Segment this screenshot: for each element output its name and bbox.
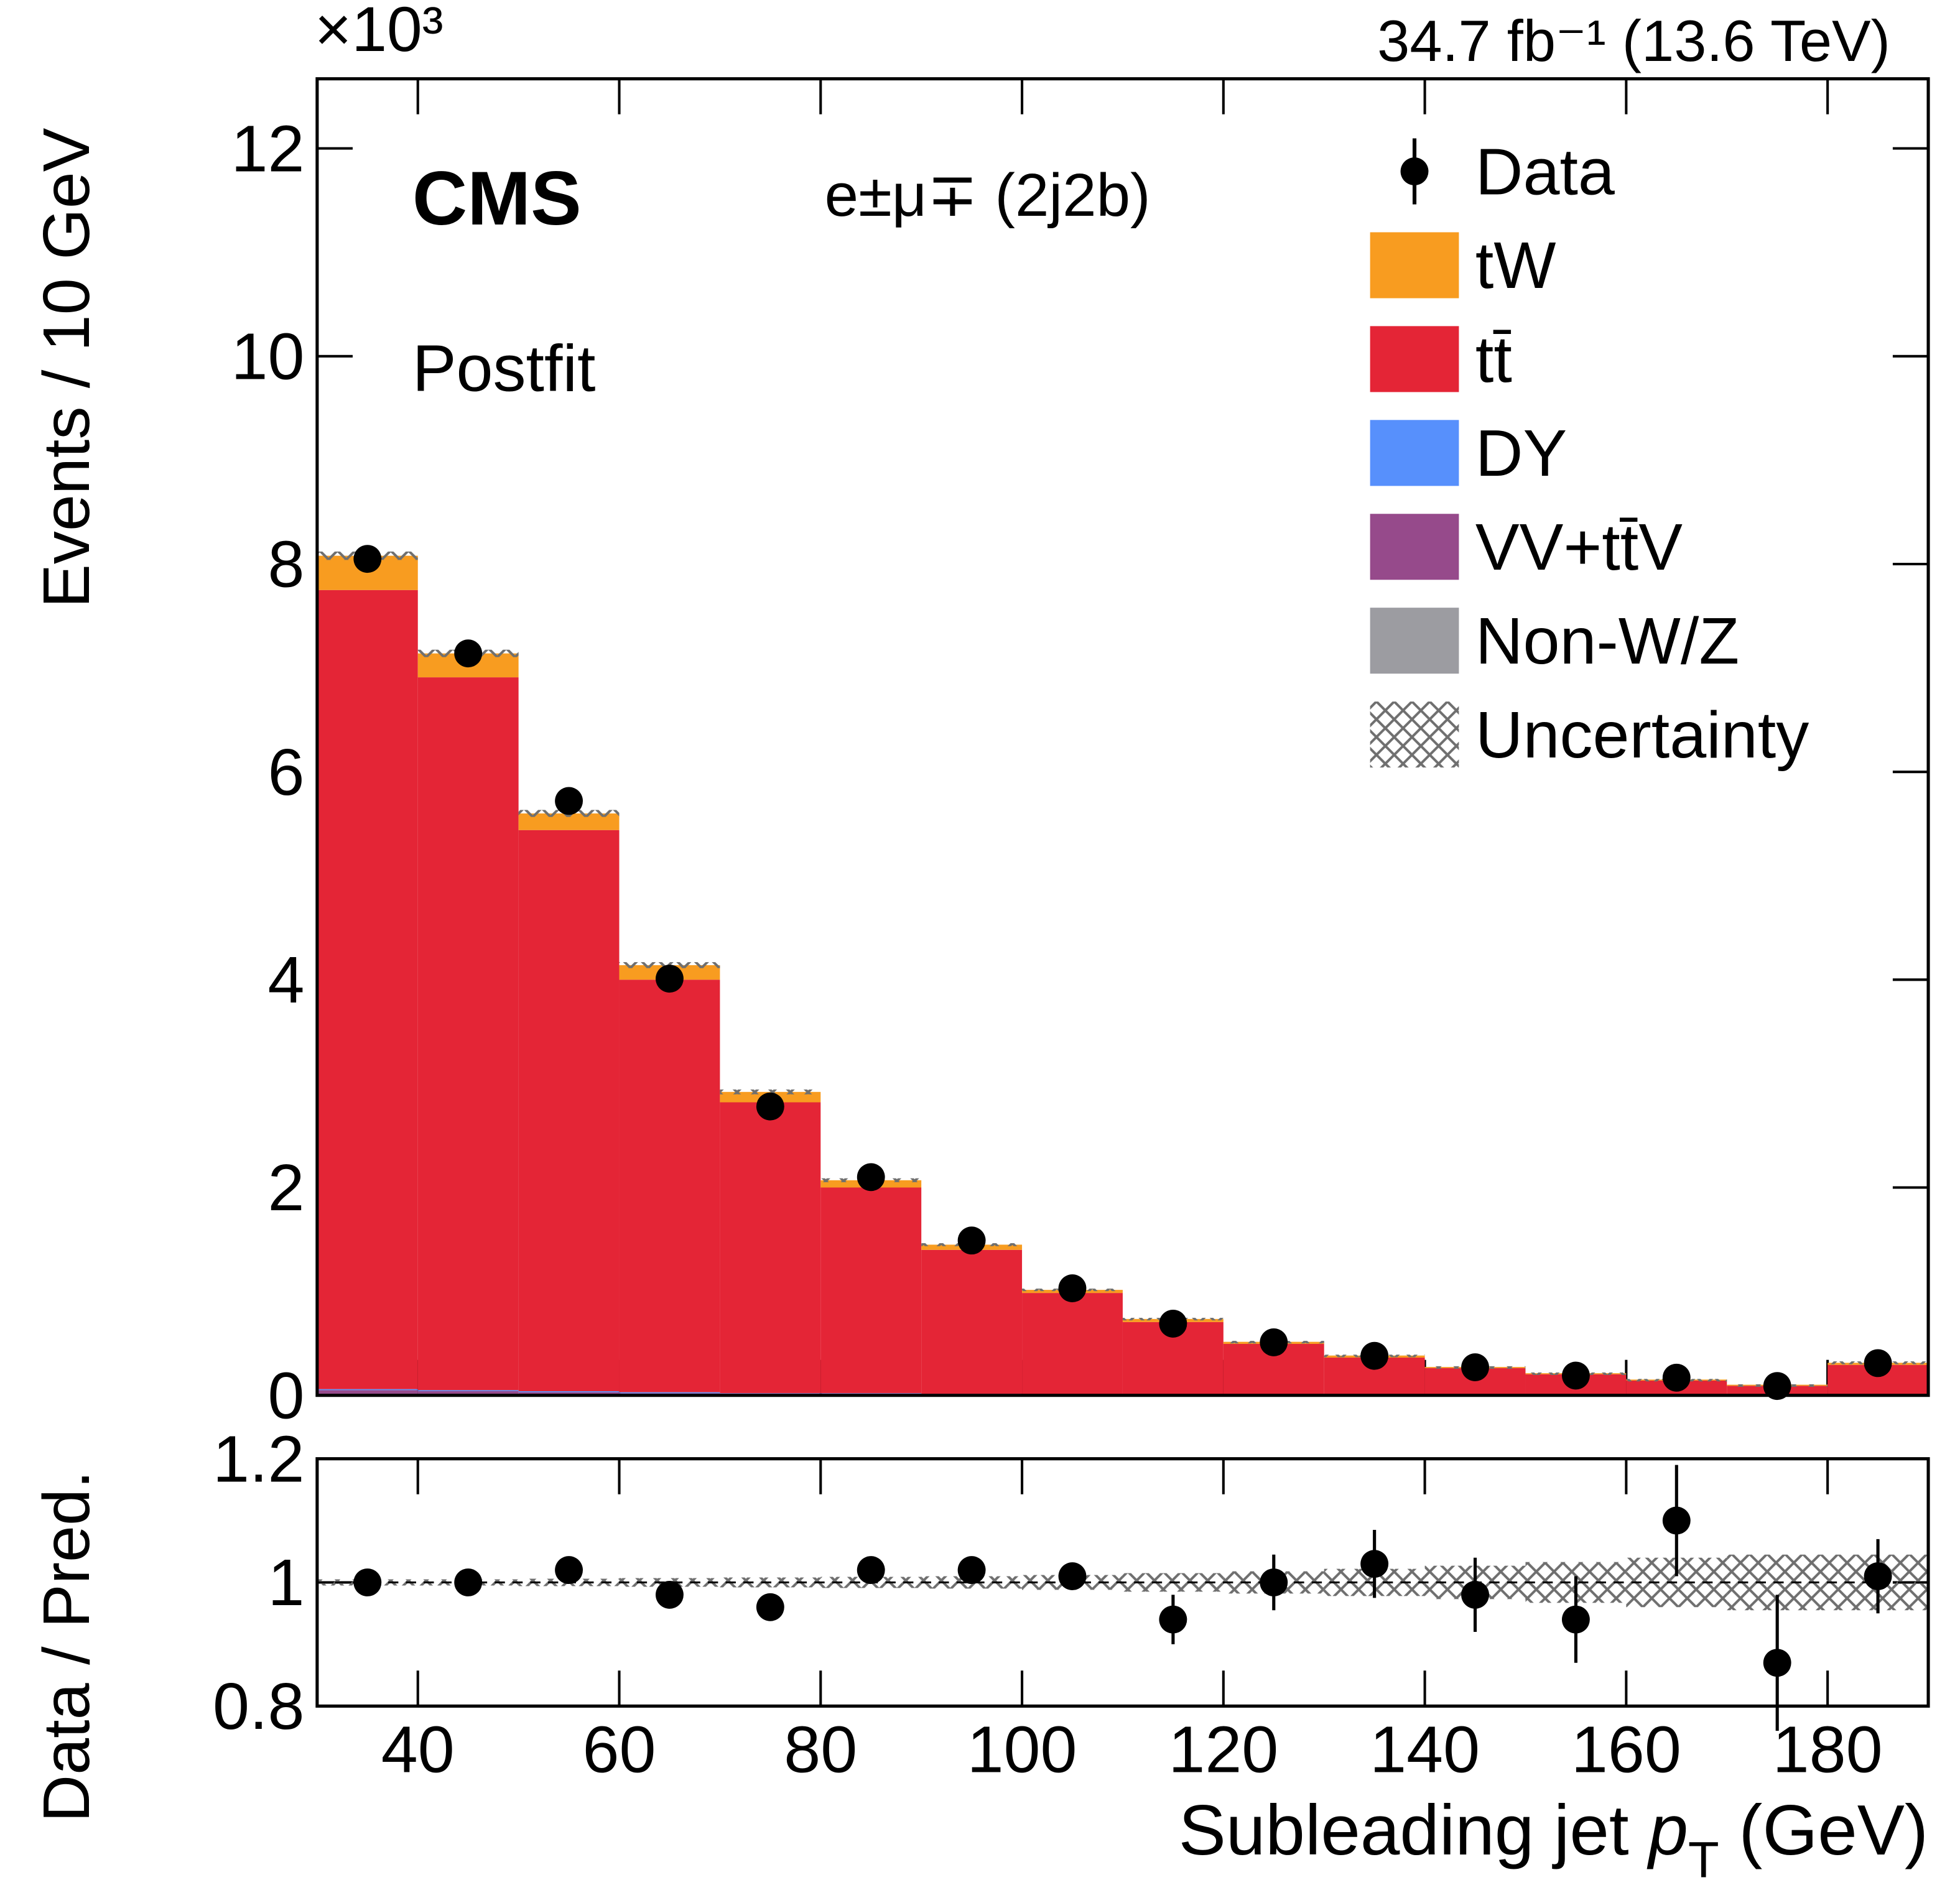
y-tick-label: 10 [231,320,305,394]
ratio-point [756,1593,784,1621]
stack-bar [820,1187,922,1394]
stack-bar [317,590,418,1389]
lumi-label: 34.7 fb⁻¹ (13.6 TeV) [1377,8,1890,73]
data-point [454,639,483,668]
legend-label: DY [1475,417,1567,490]
legend-label: Uncertainty [1475,698,1809,772]
ratio-point [1864,1562,1892,1590]
stack-bar [720,1393,821,1394]
data-point [656,965,684,993]
ratio-point [1159,1605,1187,1634]
x-axis-label-unit: (GeV) [1719,1791,1928,1870]
y-tick-label: 4 [267,943,304,1017]
channel-label: e±μ∓ (2j2b) [825,160,1151,229]
y-tick-label: 2 [267,1151,304,1225]
legend-swatch [1370,702,1459,768]
y-multiplier: ×10³ [315,0,444,65]
x-tick-label: 140 [1370,1713,1480,1786]
stack-bar [417,1390,519,1391]
legend-label: tt̄ [1475,323,1512,396]
data-point [353,545,382,573]
ratio-point [1662,1506,1691,1535]
data-point [1864,1349,1892,1378]
stack-bar [518,1391,620,1392]
cms-label: CMS [412,155,582,241]
ratio-point [555,1556,583,1585]
stack-bar [720,1102,821,1394]
x-tick-label: 80 [784,1713,857,1786]
y-tick-label: 0 [267,1359,304,1432]
stack-bar [417,1391,519,1395]
ratio-y-axis-label: Data / Pred. [30,1471,103,1823]
legend-swatch [1370,608,1459,674]
ratio-point [957,1556,986,1585]
stack-bar [417,677,519,1391]
ratio-point [1058,1562,1087,1590]
y-tick-label: 1.2 [213,1422,304,1496]
stack-bar [1022,1293,1123,1395]
ratio-point [454,1568,483,1596]
data-point [1360,1341,1389,1370]
legend-swatch [1370,514,1459,580]
data-point [1763,1372,1791,1401]
y-axis-label: Events / 10 GeV [30,127,103,608]
stack-bar [921,1249,1023,1394]
ratio-point [1360,1550,1389,1578]
legend-label: Data [1475,135,1615,208]
data-point [1461,1353,1489,1381]
legend-swatch [1370,326,1459,392]
ratio-point [353,1568,382,1596]
stack-bar [619,979,720,1392]
data-point [857,1163,885,1192]
x-tick-label: 100 [967,1713,1077,1786]
y-tick-label: 1 [267,1546,304,1619]
data-point [1662,1363,1691,1392]
data-point [1260,1328,1288,1356]
x-axis-label-text: Subleading jet [1179,1791,1649,1870]
stack-bar [518,830,620,1391]
ratio-point [656,1580,684,1609]
data-point [1159,1309,1187,1338]
legend-data-marker [1400,157,1429,186]
ratio-point [1763,1649,1791,1677]
legend-swatch [1370,232,1459,299]
plot-frame [315,77,1930,1397]
stack-bar [317,1389,418,1391]
data-point [957,1226,986,1255]
stack-bar [820,1393,922,1394]
x-tick-label: 180 [1773,1713,1883,1786]
y-tick-label: 8 [267,528,304,601]
x-axis-label: Subleading jet pT (GeV) [1179,1791,1928,1880]
stack-bar [317,1390,418,1395]
legend-label: Non-W/Z [1475,604,1739,678]
legend-label: VV+tt̄V [1475,511,1683,584]
legend-swatch [1370,420,1459,486]
stack-bar [619,1392,720,1394]
uncertainty-band [720,1089,821,1095]
data-point [756,1092,784,1121]
data-point [555,787,583,815]
x-tick-label: 120 [1168,1713,1278,1786]
x-axis-label-variable: p [1646,1791,1688,1870]
y-tick-label: 0.8 [213,1670,304,1743]
stack-bar [518,1392,620,1395]
ratio-point [1561,1605,1590,1634]
x-tick-label: 60 [583,1713,656,1786]
data-point [1561,1361,1590,1390]
legend-label: tW [1475,229,1556,302]
x-tick-label: 40 [381,1713,455,1786]
ratio-point [1461,1580,1489,1609]
ratio-point [857,1556,885,1585]
plot-frame [315,1457,1930,1708]
y-tick-label: 6 [267,736,304,809]
x-tick-label: 160 [1571,1713,1681,1786]
data-point [1058,1274,1087,1303]
y-tick-label: 12 [231,112,305,185]
postfit-label: Postfit [412,331,596,405]
ratio-point [1260,1568,1288,1596]
x-axis-label-subscript: T [1688,1832,1719,1880]
